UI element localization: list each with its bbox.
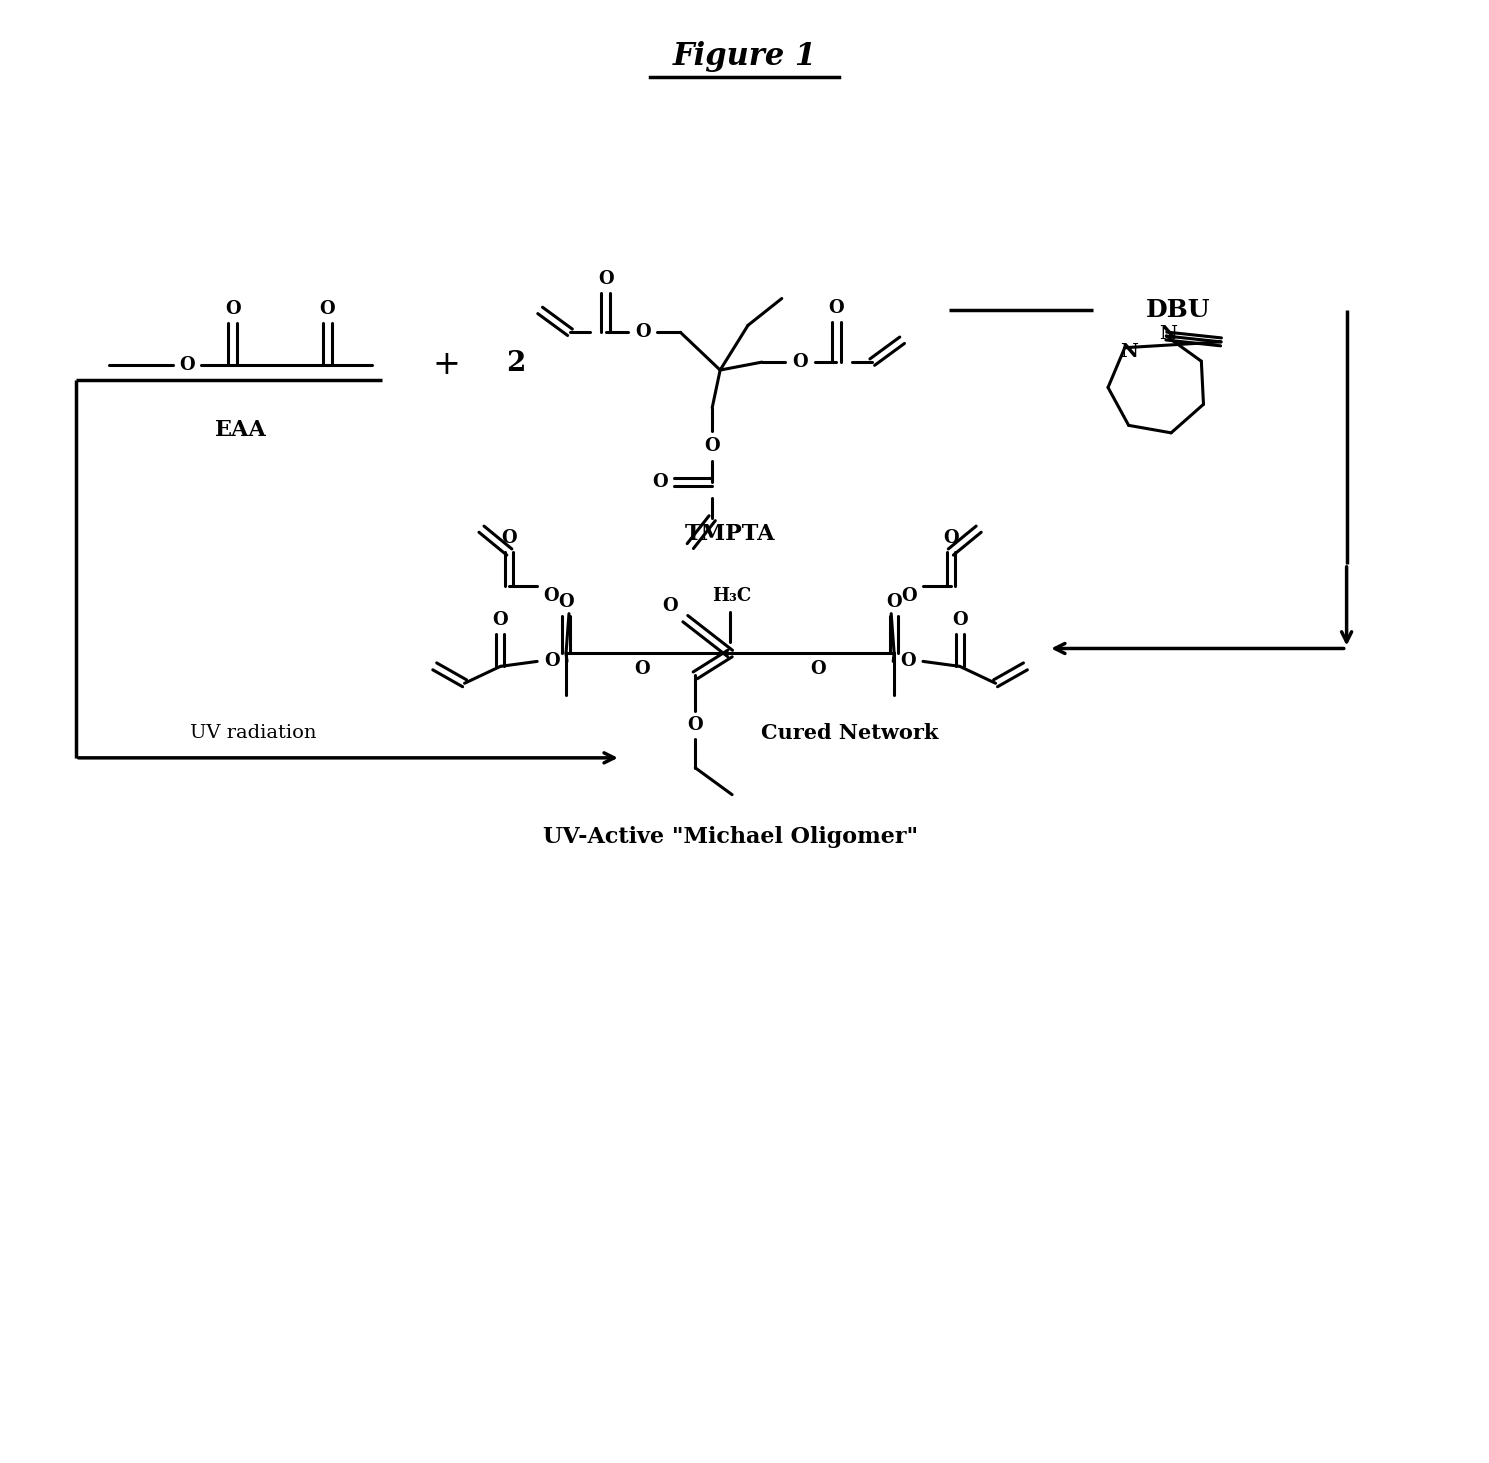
Text: UV radiation: UV radiation <box>189 724 316 742</box>
Text: O: O <box>502 530 517 547</box>
Text: O: O <box>829 300 844 317</box>
Text: O: O <box>493 610 508 629</box>
Text: Figure 1: Figure 1 <box>673 41 816 72</box>
Text: +: + <box>433 350 460 380</box>
Text: DBU: DBU <box>1145 298 1211 322</box>
Text: EAA: EAA <box>214 418 267 440</box>
Text: O: O <box>320 300 335 319</box>
Text: O: O <box>652 474 669 492</box>
Text: O: O <box>543 587 558 604</box>
Text: O: O <box>599 269 613 288</box>
Text: Cured Network: Cured Network <box>761 723 938 743</box>
Text: O: O <box>688 715 703 734</box>
Text: O: O <box>179 356 195 375</box>
Text: O: O <box>951 610 968 629</box>
Text: O: O <box>225 300 241 319</box>
Text: H₃C: H₃C <box>712 587 752 604</box>
Text: O: O <box>634 323 651 341</box>
Text: O: O <box>545 652 560 670</box>
Text: O: O <box>704 436 721 455</box>
Text: O: O <box>634 660 649 679</box>
Text: O: O <box>810 660 826 679</box>
Text: O: O <box>792 353 807 372</box>
Text: O: O <box>663 597 677 614</box>
Text: O: O <box>558 593 573 610</box>
Text: UV-Active "Michael Oligomer": UV-Active "Michael Oligomer" <box>542 827 917 849</box>
Text: O: O <box>901 652 916 670</box>
Text: TMPTA: TMPTA <box>685 524 776 546</box>
Text: N: N <box>1160 325 1178 342</box>
Text: O: O <box>943 530 959 547</box>
Text: 2: 2 <box>506 350 526 376</box>
Text: N: N <box>1120 342 1138 361</box>
Text: O: O <box>886 593 902 610</box>
Text: O: O <box>901 587 917 604</box>
